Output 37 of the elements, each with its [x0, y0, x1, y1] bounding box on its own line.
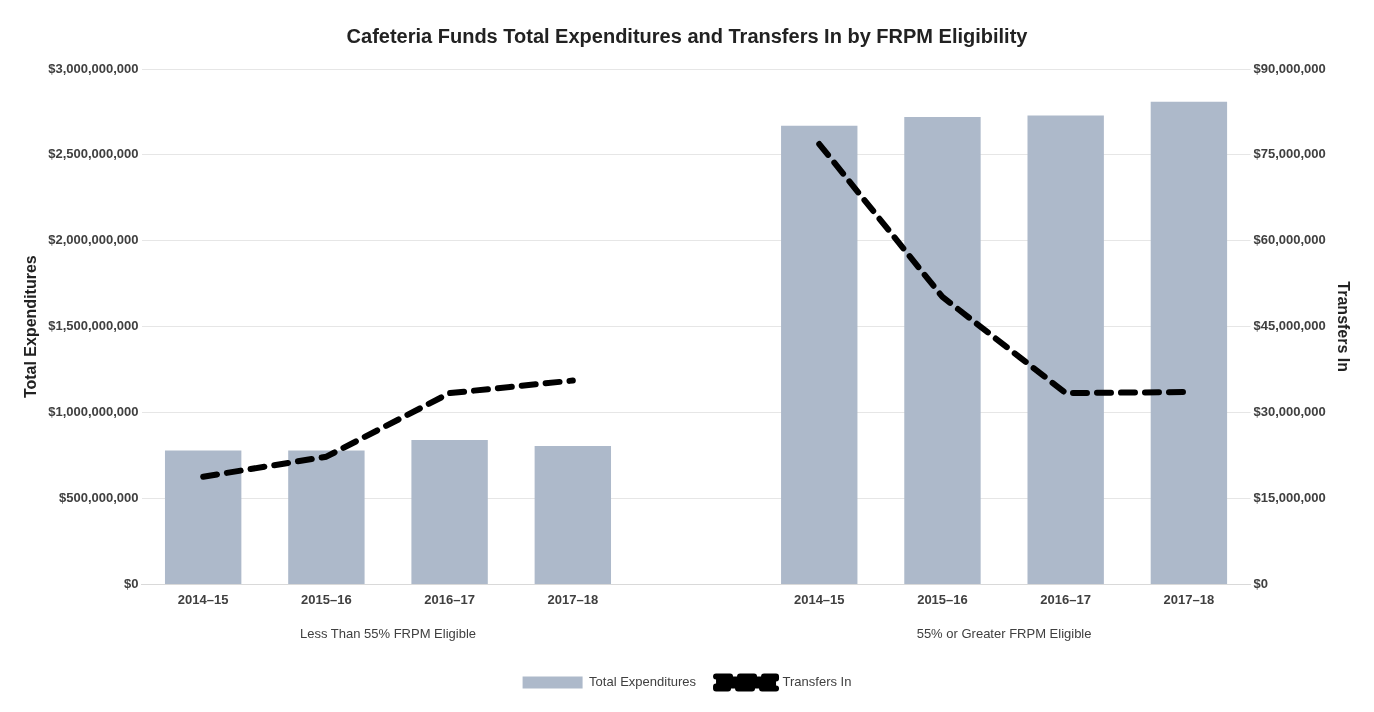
chart-title: Cafeteria Funds Total Expenditures and Transfers In by FRPM Eligibility: [346, 24, 1029, 47]
y-tick-label: $1,000,000,000: [48, 404, 139, 420]
bar: [1150, 101, 1228, 584]
bar: [1027, 115, 1104, 584]
bar: [781, 125, 858, 584]
y-tick-label: $1,500,000,000: [48, 318, 139, 334]
bar: [534, 446, 612, 584]
x-tick-label: 2017–18: [1163, 591, 1215, 607]
y2-axis-title: Transfers In: [1334, 281, 1352, 373]
x-tick-label: 2014–15: [793, 591, 845, 607]
text: Less Than 55% FRPM Eligible: [299, 625, 477, 641]
y2-tick-label: $75,000,000: [1253, 146, 1326, 162]
x-tick-label: 2014–15: [177, 591, 229, 607]
bar: [164, 450, 242, 584]
y2-tick-label: $90,000,000: [1253, 60, 1326, 76]
y-axis-title: Total Expenditures: [22, 255, 40, 399]
y2-tick-label: $15,000,000: [1253, 490, 1326, 506]
x-tick-label: 2015–16: [917, 591, 968, 607]
y-tick-label: $2,500,000,000: [48, 146, 139, 162]
bar: [411, 440, 488, 584]
y-tick-label: $0: [124, 575, 139, 591]
x-tick-label: 2017–18: [547, 591, 599, 607]
y2-tick-label: $60,000,000: [1253, 232, 1326, 248]
x-tick-label: 2016–17: [424, 591, 475, 607]
x-tick-label: 2015–16: [301, 591, 352, 607]
y2-tick-label: $45,000,000: [1253, 318, 1326, 334]
y-tick-label: $500,000,000: [59, 490, 139, 506]
y2-tick-label: $0: [1253, 575, 1268, 591]
legend-label: Total Expenditures: [589, 674, 697, 690]
text: 55% or Greater FRPM Eligible: [916, 625, 1092, 641]
y-tick-label: $2,000,000,000: [48, 232, 139, 248]
bar: [288, 450, 365, 584]
legend-label: Transfers In: [782, 674, 852, 690]
y-tick-label: $3,000,000,000: [48, 60, 139, 76]
bar: [904, 117, 981, 584]
y2-tick-label: $30,000,000: [1253, 404, 1326, 420]
x-tick-label: 2016–17: [1040, 591, 1091, 607]
